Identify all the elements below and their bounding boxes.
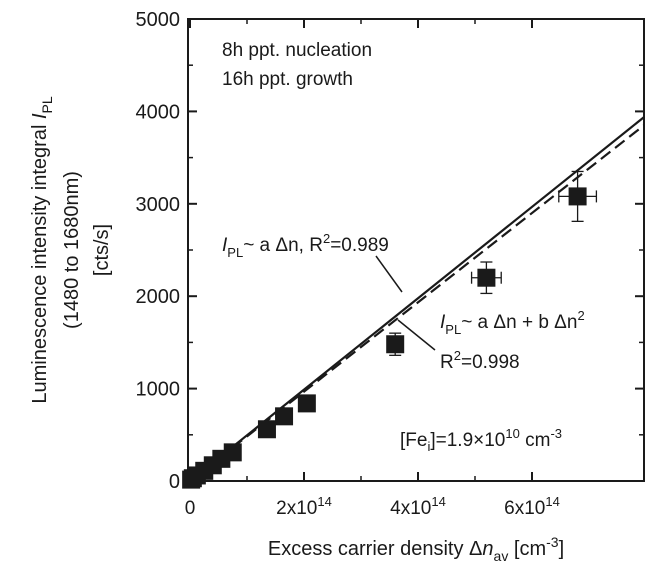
square-marker	[568, 187, 587, 206]
data-point	[275, 407, 294, 426]
quadratic-fit-label: IPL~ a Δn + b Δn2	[440, 308, 585, 337]
data-point	[644, 53, 661, 123]
square-marker	[257, 420, 276, 439]
y-tick-label: 1000	[136, 379, 181, 401]
square-marker	[386, 335, 405, 354]
data-point	[386, 332, 405, 356]
data-point	[297, 394, 316, 413]
annotation-nucleation: 8h ppt. nucleation	[222, 40, 372, 61]
y-tick-label: 4000	[136, 101, 181, 123]
x-tick-labels: 0 2x1014 4x1014 6x1014	[185, 494, 560, 519]
y-tick-label: 5000	[136, 9, 181, 31]
data-point	[470, 261, 502, 295]
y-axis-label-line3: [cts/s]	[91, 224, 113, 276]
x-tick-label: 6x1014	[504, 494, 560, 519]
axis-ticks	[188, 18, 644, 482]
square-marker	[477, 268, 496, 287]
annotation-growth: 16h ppt. growth	[222, 69, 353, 90]
quadratic-fit-leader	[397, 319, 436, 351]
linear-fit-label: IPL~ a Δn, R2=0.989	[222, 231, 389, 260]
y-tick-label: 2000	[136, 286, 181, 308]
linear-fit-leader	[375, 255, 403, 293]
y-tick-label: 3000	[136, 194, 181, 216]
x-tick-label: 0	[185, 498, 196, 519]
quadratic-fit-r2: R2=0.998	[440, 348, 520, 373]
x-axis-label: Excess carrier density Δnav [cm-3]	[268, 534, 564, 564]
data-point	[558, 170, 598, 223]
data-point	[257, 420, 276, 439]
square-marker	[297, 394, 316, 413]
y-axis-label-line2: (1480 to 1680nm)	[61, 171, 83, 329]
data-point	[223, 443, 242, 462]
y-tick-labels: 0 1000 2000 3000 4000 5000	[136, 9, 181, 493]
y-tick-label: 0	[169, 471, 180, 493]
square-marker	[275, 407, 294, 426]
x-tick-label: 2x1014	[276, 494, 332, 519]
x-tick-label: 4x1014	[390, 494, 446, 519]
data-points	[182, 53, 661, 489]
y-axis-label-line1: Luminescence intensity integral IPL	[29, 96, 55, 404]
fe-concentration-label: [Fei]=1.9×1010 cm-3	[400, 426, 562, 454]
square-marker	[223, 443, 242, 462]
